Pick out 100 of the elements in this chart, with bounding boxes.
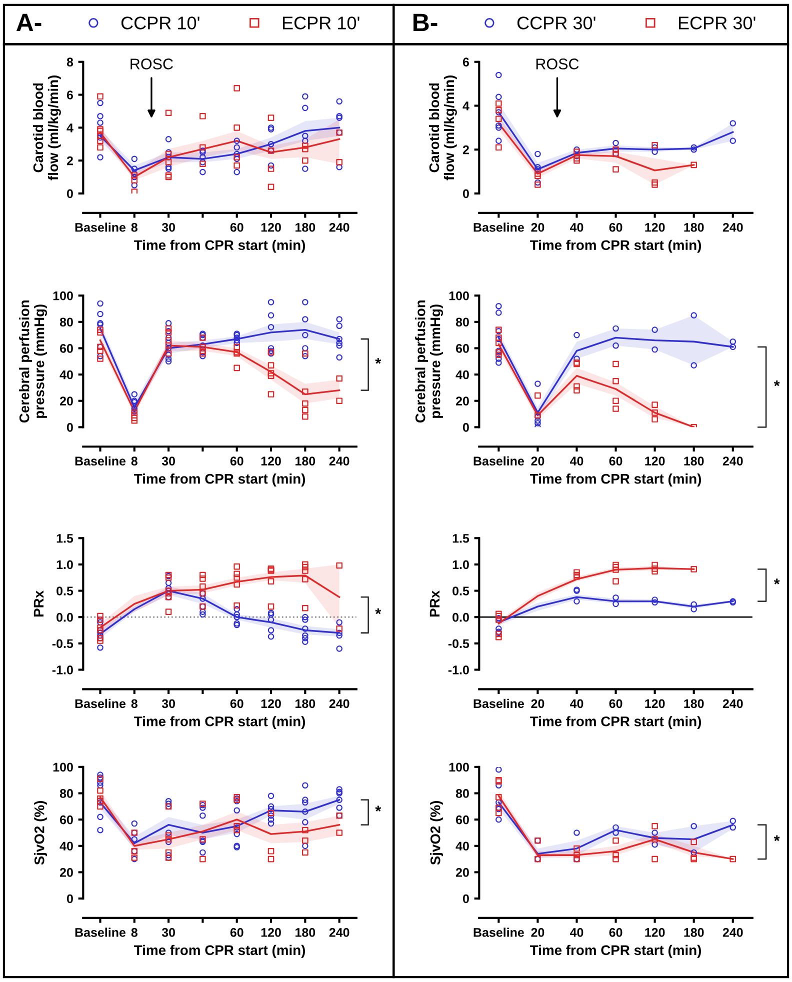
text: * [774,835,780,842]
x-axis-title: Time from CPR start (min) [134,944,306,958]
y-tick-label: 0 [462,894,469,904]
y-tick-label: 40 [60,842,73,851]
x-tick-label: Baseline [474,222,524,232]
y-tick-label: 20 [456,868,469,877]
x-tick-label: 180 [296,928,316,937]
y-axis-title: PRx [34,590,44,617]
x-tick-label: 120 [261,456,281,466]
y-tick-label: 1.0 [56,560,73,570]
y-tick-label: 2 [66,156,73,166]
x-tick-label: 60 [230,222,244,232]
y-tick-label: 0.5 [56,586,74,596]
y-tick-label: 60 [60,815,73,824]
legend-label: ECPR 30' [678,16,756,30]
x-tick-label: 180 [684,928,704,937]
x-tick-label: Baseline [75,928,126,937]
x-tick-label: 240 [329,928,350,937]
y-tick-label: 20 [456,396,469,406]
x-tick-label: 30 [162,222,175,232]
y-tick-label: 0 [66,422,73,432]
y-tick-label: -0.5 [52,639,74,648]
x-tick-label: 60 [230,456,244,466]
x-tick-label: 180 [296,222,316,232]
x-axis-title: Time from CPR start (min) [134,716,306,730]
x-tick-label: 40 [570,456,584,466]
y-axis-title: SjvO2 (%) [430,801,444,865]
y-tick-label: 0 [66,894,73,904]
y-axis-title: PRx [430,590,440,617]
x-tick-label: 30 [162,456,175,466]
y-tick-label: 20 [60,396,73,406]
x-tick-label: 40 [570,699,584,708]
y-tick-label: 2 [462,145,469,154]
x-tick-label: 60 [609,699,622,708]
y-tick-label: 100 [449,762,469,772]
x-tick-label: 240 [722,699,743,708]
annotation: ROSC [536,58,579,70]
x-tick-label: 240 [722,456,743,466]
y-tick-label: 80 [60,318,73,327]
y-tick-label: 0.0 [452,612,469,622]
x-axis-title: Time from CPR start (min) [134,240,306,253]
x-tick-label: Baseline [75,698,126,708]
text: * [774,578,780,584]
x-tick-label: 240 [329,456,350,466]
x-axis-title: Time from CPR start (min) [134,474,306,486]
chart-title: A- [16,14,42,32]
y-tick-label: 0.0 [56,612,73,622]
x-tick-label: 20 [531,699,544,708]
x-tick-label: 180 [684,456,704,466]
y-tick-label: 4 [66,124,74,132]
x-tick-label: 40 [570,222,584,232]
x-tick-label: 120 [645,699,665,708]
x-axis-title: Time from CPR start (min) [530,474,702,486]
y-tick-label: 20 [60,868,73,877]
y-tick-label: 60 [456,815,469,824]
y-tick-label: 0 [462,422,469,432]
x-tick-label: 60 [609,456,622,466]
y-tick-label: 1.5 [452,534,470,543]
x-tick-label: 120 [645,456,665,466]
x-axis-title: Time from CPR start (min) [530,944,702,958]
x-tick-label: Baseline [75,222,126,232]
y-tick-label: 8 [66,58,74,67]
x-tick-label: 60 [230,699,244,708]
x-tick-label: 40 [570,928,584,937]
text: * [375,806,382,812]
x-tick-label: 180 [684,222,704,232]
x-tick-label: 20 [531,456,544,466]
x-tick-label: 180 [296,456,316,466]
x-tick-label: 240 [722,222,743,232]
y-tick-label: 80 [456,789,469,798]
x-tick-label: 60 [609,222,622,232]
x-axis-title: Time from CPR start (min) [530,716,702,730]
y-axis-title: SjvO2 (%) [34,801,48,865]
text: * [375,358,382,364]
x-tick-label: 120 [261,928,281,937]
legend-label: CCPR 30' [517,16,596,30]
y-tick-label: -1.0 [52,666,73,674]
x-tick-label: 240 [722,928,743,937]
x-tick-label: 120 [645,928,665,937]
x-tick-label: 20 [531,222,544,232]
x-tick-label: 20 [531,928,544,937]
x-tick-label: 120 [645,222,665,232]
y-tick-label: 0.5 [452,586,470,596]
x-tick-label: 8 [131,222,138,232]
y-tick-label: 0 [462,189,469,198]
x-tick-label: 120 [261,699,281,708]
x-tick-label: 8 [131,699,138,708]
chart-title: B- [414,14,438,32]
y-axis-title: Cerebral perfusion pressure (mmHg) [415,300,444,423]
x-tick-label: 120 [261,222,281,232]
text: * [375,608,382,614]
x-tick-label: 8 [131,928,138,937]
x-tick-label: 240 [329,699,350,708]
text: * [774,380,780,386]
x-tick-label: Baseline [474,698,524,708]
y-tick-label: 100 [53,762,73,772]
y-axis-title: Cerebral perfusion pressure (mmHg) [19,300,48,423]
y-tick-label: 60 [60,344,73,353]
x-tick-label: Baseline [474,928,524,937]
x-axis-title: Time from CPR start (min) [530,240,702,253]
